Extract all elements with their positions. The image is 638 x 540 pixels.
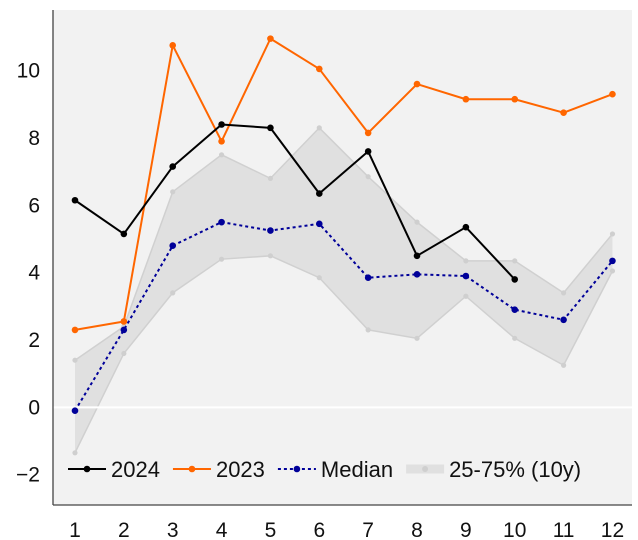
- series-point-2024: [120, 230, 128, 238]
- series-point-2024: [218, 121, 225, 128]
- x-tick-label: 12: [601, 519, 624, 540]
- x-tick-label: 1: [69, 519, 81, 540]
- y-tick-label: 8: [28, 127, 40, 150]
- x-tick-label: 10: [503, 519, 526, 540]
- band-area: [74, 127, 613, 453]
- series-point-2023: [267, 35, 274, 42]
- band-lower-point: [365, 327, 371, 333]
- x-tick-label: 2: [118, 519, 130, 540]
- band-lower-point: [121, 350, 127, 357]
- legend-marker-2023: [188, 465, 196, 473]
- legend-marker-band: [422, 466, 429, 472]
- y-tick-labels: −2 0 2 4 6 8 10: [16, 60, 40, 487]
- series-line-2024: [74, 123, 516, 281]
- series-point-median: [462, 272, 470, 280]
- series-point-median: [315, 220, 323, 228]
- series-line-2023: [74, 37, 613, 331]
- series-point-median: [218, 218, 225, 226]
- y-tick-label: 10: [17, 60, 40, 83]
- series-point-2024: [413, 252, 421, 260]
- x-tick-label: 3: [167, 519, 179, 540]
- band-upper-point: [316, 125, 322, 131]
- series-line-median: [74, 221, 614, 412]
- series-point-2023: [462, 95, 470, 103]
- legend: 2024 2023 Median 25-75% (10y): [68, 457, 581, 482]
- series-point-2024: [315, 190, 323, 197]
- series-point-2024: [462, 223, 470, 231]
- legend-label-2024: 2024: [111, 457, 160, 482]
- band-lower-point: [414, 335, 420, 341]
- series-point-2024: [71, 196, 79, 204]
- band-upper-point: [414, 219, 420, 225]
- x-tick-label: 4: [216, 519, 228, 540]
- series-point-2024: [267, 124, 274, 132]
- band-lower-point: [218, 256, 225, 262]
- band-upper-point: [170, 189, 176, 195]
- series-point-2023: [609, 90, 616, 98]
- legend-label-2023: 2023: [216, 457, 265, 482]
- x-tick-labels: 1 2 3 4 5 6 7 8 9 10 11 12: [69, 519, 624, 540]
- legend-marker-2024: [83, 465, 91, 473]
- band-lower-point: [316, 275, 322, 281]
- legend-label-band: 25-75% (10y): [449, 457, 581, 482]
- series-point-median: [560, 316, 567, 324]
- band-layer: [72, 125, 616, 456]
- series-point-median: [267, 227, 274, 234]
- y-tick-label: 6: [28, 194, 40, 217]
- band-lower-point: [170, 290, 176, 296]
- series-point-median: [120, 326, 128, 334]
- x-tick-label: 9: [460, 519, 472, 540]
- series-point-2023: [511, 95, 519, 103]
- series-point-2023: [315, 65, 323, 73]
- series-point-median: [609, 257, 616, 265]
- series-point-median: [413, 271, 421, 278]
- y-tick-label: 2: [28, 329, 40, 352]
- x-tick-label: 11: [553, 519, 575, 540]
- band-lower-point: [609, 268, 616, 274]
- series-point-2023: [413, 80, 421, 88]
- series-point-2023: [364, 129, 372, 137]
- band-upper-point: [560, 290, 567, 296]
- series-layer: [71, 35, 616, 415]
- legend-marker-median: [293, 465, 301, 473]
- band-upper-point: [267, 175, 274, 181]
- series-point-2023: [120, 318, 128, 325]
- series-point-median: [511, 306, 519, 313]
- series-point-2023: [218, 138, 225, 145]
- series-point-median: [169, 242, 177, 250]
- band-lower-point: [72, 450, 78, 456]
- band-upper-point: [609, 231, 616, 237]
- band-upper-point: [463, 258, 469, 264]
- series-point-2023: [71, 326, 79, 334]
- y-tick-label: 4: [28, 262, 40, 285]
- band-lower-point: [512, 335, 518, 341]
- band-upper-point: [218, 152, 225, 158]
- series-point-2024: [364, 148, 372, 155]
- series-point-median: [364, 274, 372, 282]
- series-point-2024: [511, 276, 519, 283]
- band-upper-point: [365, 174, 371, 180]
- band-upper-edge: [74, 126, 614, 361]
- band-lower-point: [560, 362, 567, 368]
- series-point-2023: [560, 109, 567, 117]
- x-tick-label: 7: [362, 519, 374, 540]
- x-tick-label: 6: [313, 519, 325, 540]
- band-upper-point: [72, 357, 78, 363]
- x-tick-label: 5: [265, 519, 277, 540]
- band-lower-edge: [74, 255, 614, 454]
- y-tick-label: 0: [28, 396, 40, 419]
- y-tick-label: −2: [16, 464, 40, 487]
- band-lower-point: [463, 293, 469, 299]
- band-upper-point: [512, 258, 518, 264]
- x-tick-label: 8: [411, 519, 423, 540]
- band-lower-point: [267, 253, 274, 259]
- axes: [52, 10, 632, 506]
- series-point-2023: [169, 42, 177, 49]
- legend-label-median: Median: [321, 457, 393, 482]
- series-point-2024: [169, 163, 177, 170]
- series-point-median: [71, 407, 79, 415]
